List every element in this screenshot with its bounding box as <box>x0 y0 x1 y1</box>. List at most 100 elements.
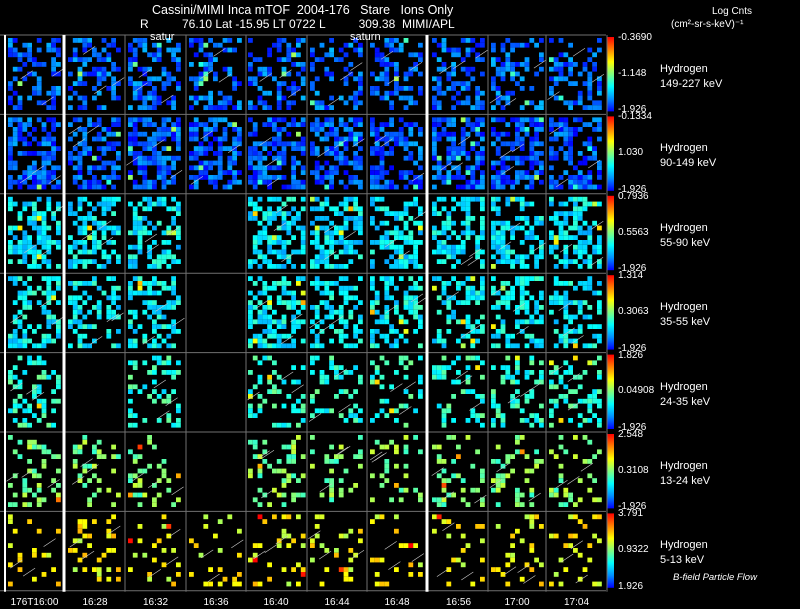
heatmap-cell <box>41 175 47 180</box>
field-line <box>380 51 394 60</box>
heatmap-cell <box>432 374 437 380</box>
heatmap-cell <box>267 374 272 380</box>
field-line <box>48 175 61 184</box>
heatmap-cell <box>46 47 52 53</box>
heatmap-cell <box>51 71 56 77</box>
heatmap-cell <box>111 170 116 175</box>
heatmap-cell <box>17 422 23 428</box>
heatmap-cell <box>500 319 506 325</box>
heatmap-cell <box>348 370 354 375</box>
heatmap-cell <box>587 95 593 101</box>
heatmap-cell <box>166 100 172 106</box>
heatmap-cell <box>248 264 253 269</box>
heatmap-cell <box>257 57 263 62</box>
heatmap-cell <box>524 175 530 180</box>
heatmap-cell <box>51 47 56 53</box>
heatmap-cell <box>403 235 409 240</box>
heatmap-cell <box>319 57 325 62</box>
heatmap-cell <box>539 127 544 132</box>
heatmap-cell <box>529 370 535 375</box>
heatmap-cell <box>329 483 334 488</box>
field-line <box>550 365 563 375</box>
heatmap-cell <box>41 141 47 147</box>
heatmap-cell <box>460 136 466 142</box>
heatmap-cell <box>248 76 253 82</box>
heatmap-cell <box>176 201 181 207</box>
heatmap-cell <box>379 333 385 339</box>
heatmap-cell <box>276 468 282 474</box>
heatmap-cell <box>12 408 18 414</box>
heatmap-panel <box>8 196 65 269</box>
heatmap-cell <box>495 95 501 101</box>
heatmap-cell <box>500 572 506 577</box>
heatmap-cell <box>480 201 485 207</box>
heatmap-cell <box>17 343 23 349</box>
heatmap-cell <box>257 360 263 366</box>
colorbar-max-label: 1.826 <box>618 349 644 361</box>
heatmap-cell <box>460 175 466 180</box>
heatmap-cell <box>161 179 167 185</box>
heatmap-cell <box>198 122 204 127</box>
heatmap-cell <box>338 230 344 236</box>
heatmap-cell <box>451 52 456 58</box>
heatmap-cell <box>515 398 520 404</box>
heatmap-cell <box>582 81 588 86</box>
heatmap-cell <box>568 533 573 539</box>
heatmap-cell <box>22 487 28 493</box>
heatmap-cell <box>510 42 515 48</box>
heatmap-cell <box>8 562 13 568</box>
heatmap-cell <box>27 122 32 127</box>
heatmap-cell <box>338 329 344 334</box>
heatmap-cell <box>300 394 306 399</box>
heatmap-cell <box>460 127 466 132</box>
heatmap-cell <box>166 240 172 245</box>
heatmap-cell <box>87 225 92 231</box>
heatmap-cell <box>106 254 112 260</box>
heatmap-cell <box>475 319 480 325</box>
heatmap-cell <box>51 105 56 110</box>
heatmap-panel <box>128 355 181 428</box>
heatmap-cell <box>262 146 268 151</box>
heatmap-cell <box>92 338 97 344</box>
heatmap-cell <box>441 259 447 264</box>
heatmap-cell <box>8 333 13 339</box>
heatmap-cell <box>534 105 539 110</box>
heatmap-cell <box>32 136 37 142</box>
heatmap-cell <box>248 324 253 329</box>
heatmap-cell <box>56 201 61 207</box>
heatmap-cell <box>41 572 47 577</box>
heatmap-cell <box>310 196 315 202</box>
heatmap-cell <box>171 281 176 286</box>
heatmap-cell <box>358 146 363 151</box>
heatmap-cell <box>17 66 23 72</box>
heatmap-cell <box>142 360 148 366</box>
heatmap-cell <box>152 370 157 375</box>
heatmap-cell <box>558 230 564 236</box>
heatmap-cell <box>193 543 199 548</box>
heatmap-cell <box>460 100 466 106</box>
heatmap-cell <box>334 552 339 558</box>
heatmap-cell <box>549 66 554 72</box>
channel-species: Hydrogen <box>660 380 708 393</box>
heatmap-cell <box>208 160 213 166</box>
heatmap-cell <box>529 249 535 255</box>
heatmap-cell <box>314 196 320 202</box>
heatmap-cell <box>171 127 176 132</box>
heatmap-cell <box>272 264 277 269</box>
heatmap-cell <box>198 141 204 147</box>
heatmap-cell <box>161 165 167 171</box>
heatmap-cell <box>465 71 471 77</box>
heatmap-cell <box>132 62 138 67</box>
heatmap-cell <box>276 333 282 339</box>
heatmap-cell <box>56 333 61 339</box>
heatmap-cell <box>534 379 539 385</box>
heatmap-cell <box>166 170 172 175</box>
heatmap-cell <box>291 403 296 409</box>
field-line <box>352 138 365 148</box>
heatmap-cell <box>587 324 593 329</box>
heatmap-cell <box>77 240 83 245</box>
heatmap-cell <box>252 57 258 62</box>
heatmap-cell <box>394 90 399 96</box>
heatmap-cell <box>281 403 287 409</box>
heatmap-cell <box>379 196 385 202</box>
